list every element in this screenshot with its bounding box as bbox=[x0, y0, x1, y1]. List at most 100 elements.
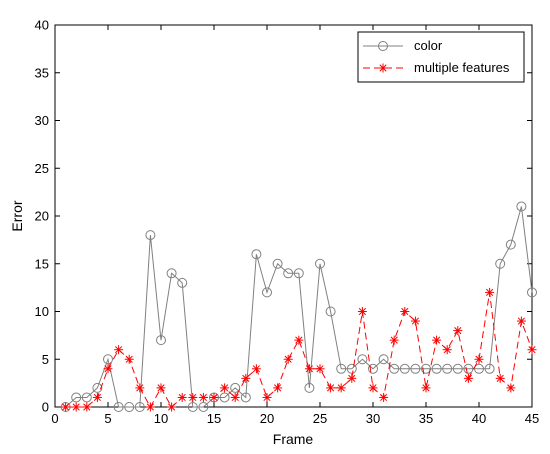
series-color bbox=[60, 201, 537, 412]
data-point-color bbox=[272, 258, 283, 269]
legend-label-multiple-features: multiple features bbox=[414, 60, 510, 75]
data-point-color bbox=[368, 363, 378, 374]
data-point-multiple-features bbox=[357, 307, 367, 316]
data-point-color bbox=[505, 239, 516, 250]
data-point-color bbox=[71, 392, 82, 403]
data-point-color bbox=[113, 402, 124, 412]
x-tick-label: 5 bbox=[104, 411, 111, 426]
data-point-multiple-features bbox=[516, 316, 526, 326]
data-point-multiple-features bbox=[145, 402, 155, 412]
data-point-multiple-features bbox=[156, 383, 166, 393]
data-point-color bbox=[516, 201, 527, 212]
y-tick-label: 35 bbox=[35, 65, 49, 80]
data-point-multiple-features bbox=[71, 402, 81, 412]
y-axis-title: Error bbox=[9, 200, 25, 231]
y-tick-label: 40 bbox=[35, 18, 49, 33]
data-point-multiple-features bbox=[283, 354, 293, 364]
x-tick-label: 35 bbox=[419, 411, 433, 426]
data-point-color bbox=[431, 363, 442, 374]
data-point-color bbox=[378, 354, 389, 365]
data-point-color bbox=[103, 354, 113, 365]
data-point-multiple-features bbox=[230, 392, 240, 402]
legend-marker-multiple-features bbox=[378, 63, 388, 73]
data-point-color bbox=[92, 382, 103, 393]
plot-area bbox=[54, 24, 533, 408]
data-point-color bbox=[389, 363, 400, 374]
data-point-multiple-features bbox=[273, 383, 283, 393]
x-tick-label: 15 bbox=[207, 411, 221, 426]
x-tick-label: 10 bbox=[154, 411, 168, 426]
x-tick-label: 0 bbox=[51, 411, 58, 426]
data-point-color bbox=[399, 363, 410, 374]
data-point-multiple-features bbox=[188, 392, 198, 402]
data-point-color bbox=[336, 363, 347, 374]
data-point-multiple-features bbox=[463, 373, 473, 383]
data-point-multiple-features bbox=[124, 354, 134, 364]
data-point-multiple-features bbox=[114, 345, 124, 355]
data-point-multiple-features bbox=[251, 364, 261, 374]
data-point-color bbox=[346, 363, 357, 374]
data-point-color bbox=[293, 268, 304, 279]
data-point-color bbox=[484, 363, 495, 374]
data-point-multiple-features bbox=[198, 392, 208, 402]
data-point-color bbox=[124, 402, 135, 412]
data-point-multiple-features bbox=[453, 326, 463, 336]
data-point-multiple-features bbox=[241, 373, 251, 383]
data-point-multiple-features bbox=[368, 383, 378, 393]
data-point-color bbox=[187, 402, 198, 412]
data-point-color bbox=[325, 306, 336, 317]
data-point-color bbox=[230, 382, 241, 393]
data-point-multiple-features bbox=[315, 364, 325, 374]
data-point-multiple-features bbox=[294, 335, 304, 345]
x-tick-label: 45 bbox=[525, 411, 539, 426]
data-point-multiple-features bbox=[347, 373, 357, 383]
data-point-multiple-features bbox=[421, 383, 431, 393]
legend: color multiple features bbox=[357, 31, 525, 83]
data-point-color bbox=[410, 363, 421, 374]
data-point-multiple-features bbox=[61, 402, 71, 412]
data-point-color bbox=[527, 287, 537, 298]
data-point-multiple-features bbox=[379, 392, 389, 402]
data-point-color bbox=[251, 249, 262, 260]
data-point-color bbox=[240, 392, 251, 403]
data-point-color bbox=[283, 268, 294, 279]
data-point-multiple-features bbox=[432, 335, 442, 345]
data-point-color bbox=[421, 363, 431, 374]
data-point-color bbox=[452, 363, 463, 374]
data-point-multiple-features bbox=[220, 383, 230, 393]
data-point-color bbox=[495, 258, 506, 269]
y-tick-label: 25 bbox=[35, 161, 49, 176]
series-line-color bbox=[65, 206, 533, 408]
data-point-multiple-features bbox=[103, 364, 113, 374]
data-point-multiple-features bbox=[82, 402, 92, 412]
data-point-color bbox=[145, 230, 156, 241]
data-point-multiple-features bbox=[177, 392, 187, 402]
legend-box bbox=[357, 31, 525, 83]
data-point-color bbox=[463, 363, 474, 374]
data-point-multiple-features bbox=[167, 402, 177, 412]
data-point-multiple-features bbox=[326, 383, 336, 393]
x-tick-label: 30 bbox=[366, 411, 380, 426]
data-point-multiple-features bbox=[474, 354, 484, 364]
data-point-color bbox=[304, 382, 315, 393]
x-tick-label: 25 bbox=[313, 411, 327, 426]
data-point-multiple-features bbox=[410, 316, 420, 326]
data-point-multiple-features bbox=[92, 392, 102, 402]
data-point-multiple-features bbox=[495, 373, 505, 383]
data-point-color bbox=[166, 268, 177, 279]
data-point-multiple-features bbox=[304, 364, 314, 374]
data-point-multiple-features bbox=[389, 335, 399, 345]
data-point-color bbox=[474, 363, 484, 374]
data-point-color bbox=[134, 402, 145, 412]
x-tick-label: 40 bbox=[472, 411, 486, 426]
data-point-color bbox=[315, 258, 325, 269]
data-point-multiple-features bbox=[336, 383, 346, 393]
data-point-multiple-features bbox=[135, 383, 145, 393]
x-tick-label: 20 bbox=[260, 411, 274, 426]
y-tick-label: 20 bbox=[35, 209, 49, 224]
x-axis-title: Frame bbox=[273, 431, 314, 447]
data-point-multiple-features bbox=[527, 345, 537, 355]
data-point-multiple-features bbox=[485, 287, 495, 297]
y-tick-label: 10 bbox=[35, 304, 49, 319]
